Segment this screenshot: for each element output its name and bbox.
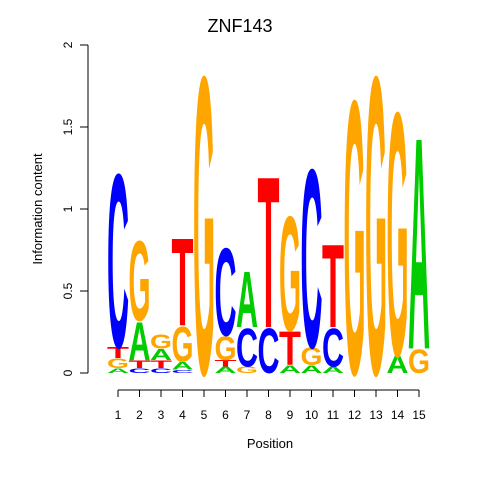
x-tick-label: 10 [305, 408, 319, 422]
logo-letter-C: C [129, 367, 151, 375]
logo-letter-A: A [301, 363, 323, 376]
logo-letter-A: A [408, 74, 430, 413]
x-axis: 1 2 3 4 5 6 7 8 9 10 11 12 13 14 15 [115, 389, 426, 422]
logo-letter-T: T [279, 322, 301, 375]
y-tick-label: 0.5 [61, 282, 75, 299]
x-tick-label: 9 [287, 408, 294, 422]
chart-title: ZNF143 [207, 16, 272, 36]
x-tick-label: 7 [244, 408, 251, 422]
x-axis-title: Position [247, 436, 293, 451]
y-tick-label: 0 [61, 369, 75, 376]
x-tick-label: 8 [265, 408, 272, 422]
logo-letter-G: G [344, 19, 366, 456]
x-tick-label: 12 [348, 408, 362, 422]
logo-letter-T: T [172, 213, 194, 353]
x-tick-label: 14 [391, 408, 405, 422]
logo-letter-A: A [236, 254, 258, 344]
logo-letter-G: G [107, 356, 129, 371]
logo-letter-A: A [215, 365, 237, 375]
logo-letter-T: T [258, 132, 280, 373]
logo-letter-A: A [107, 367, 129, 375]
logo-letter-A: A [279, 363, 301, 376]
logo-letter-A: A [129, 312, 151, 373]
logo-letter-A: A [172, 359, 194, 372]
x-tick-label: 1 [115, 408, 122, 422]
logo-letter-C: C [150, 367, 172, 375]
x-tick-label: 6 [222, 408, 229, 422]
logo-letter-C: C [107, 124, 129, 401]
logo-letter-C: C [258, 316, 280, 387]
x-tick-label: 15 [412, 408, 426, 422]
logo-letter-A: A [150, 346, 172, 364]
x-tick-label: 4 [179, 408, 186, 422]
logo-letter-C: C [301, 118, 323, 402]
logo-letter-T: T [215, 358, 237, 368]
y-axis-title: Information content [30, 153, 45, 265]
logo-letter-G: G [172, 316, 194, 373]
logo-letter-T: T [129, 358, 152, 371]
y-axis: 0 0.5 1 1.5 2 [61, 41, 89, 376]
x-tick-label: 11 [327, 408, 340, 422]
logo-letter-G: G [193, 0, 215, 463]
logo-letter-G: G [408, 342, 430, 380]
logo-letter-G: G [279, 181, 301, 365]
x-tick-label: 5 [201, 408, 208, 422]
logo-letter-G: G [365, 0, 387, 463]
logo-letter-T: T [322, 220, 344, 353]
logo-letter-G: G [150, 331, 172, 353]
logo-letter-T: T [107, 344, 129, 362]
y-tick-label: 2 [61, 41, 75, 48]
logo-letter-A: A [387, 351, 409, 379]
x-tick-label: 13 [369, 408, 383, 422]
logo-letter-A: A [322, 365, 344, 375]
logo-letter-C: C [215, 223, 237, 363]
logo-letter-G: G [236, 365, 258, 375]
logo-letter-C: C [172, 369, 194, 374]
x-tick-label: 2 [136, 408, 143, 422]
logo-letter-T: T [150, 358, 173, 371]
logo-letter-G: G [129, 218, 151, 346]
logo-letter-G: G [215, 329, 237, 367]
x-tick-label: 3 [158, 408, 165, 422]
logo-letter-C: C [236, 318, 258, 379]
logo-letter-G: G [301, 342, 323, 370]
y-tick-label: 1.5 [61, 118, 75, 135]
logo-letter-C: C [322, 318, 344, 379]
y-tick-label: 1 [61, 205, 75, 212]
logo-letter-G: G [387, 41, 409, 430]
